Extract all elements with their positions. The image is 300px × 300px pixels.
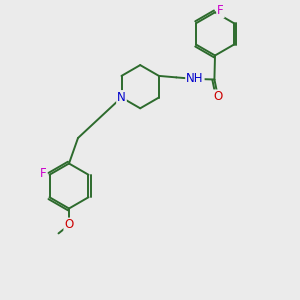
Text: N: N <box>117 91 126 104</box>
Text: NH: NH <box>186 72 204 86</box>
Text: O: O <box>64 218 74 232</box>
Text: F: F <box>217 4 224 17</box>
Text: O: O <box>213 90 223 104</box>
Text: F: F <box>40 167 46 180</box>
